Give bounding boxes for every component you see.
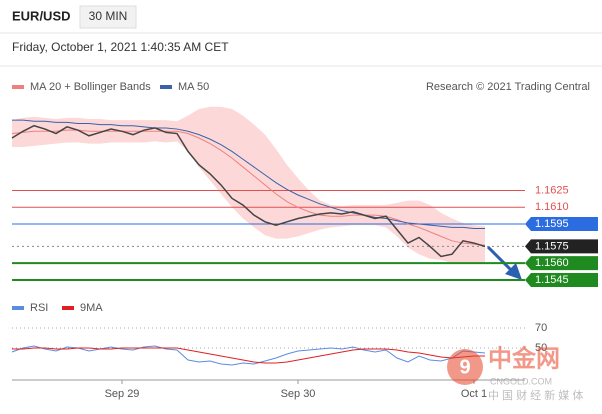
level-label: 1.1560 bbox=[535, 257, 569, 269]
datetime: Friday, October 1, 2021 1:40:35 AM CET bbox=[12, 40, 229, 54]
legend-swatch bbox=[62, 306, 74, 310]
watermark: 9 中金网 CNGOLD.COM 中 国 财 经 新 媒 体 bbox=[447, 344, 583, 402]
level-label: 1.1545 bbox=[535, 274, 569, 286]
bollinger-band bbox=[12, 106, 485, 265]
y-tick-label: 50 bbox=[535, 342, 547, 354]
credit: Research © 2021 Trading Central bbox=[426, 81, 590, 93]
level-tag bbox=[525, 239, 598, 254]
legend-label: RSI bbox=[30, 302, 48, 314]
price-line bbox=[11, 124, 486, 258]
x-tick-label: Sep 29 bbox=[105, 388, 140, 400]
level-label: 1.1610 bbox=[535, 201, 569, 213]
level-tag bbox=[525, 217, 598, 232]
legend-label: MA 50 bbox=[178, 81, 209, 93]
level-label: 1.1575 bbox=[535, 240, 569, 252]
watermark-tagline: 中 国 财 经 新 媒 体 bbox=[488, 388, 583, 402]
logo bbox=[447, 349, 483, 385]
series-line bbox=[12, 119, 485, 230]
forecast-arrowhead bbox=[505, 263, 522, 280]
level-tag bbox=[525, 256, 598, 271]
series-line bbox=[11, 345, 486, 366]
legend-swatch bbox=[160, 85, 172, 89]
forecast-arrow bbox=[486, 245, 514, 273]
legend-swatch bbox=[12, 85, 24, 89]
x-tick-label: Oct 1 bbox=[461, 388, 487, 400]
series-line bbox=[11, 129, 486, 246]
legend-label: MA 20 + Bollinger Bands bbox=[30, 81, 151, 93]
legend-label: 9MA bbox=[80, 302, 103, 314]
symbol: EUR/USD bbox=[12, 8, 71, 23]
level-tag bbox=[525, 272, 598, 287]
legend-swatch bbox=[12, 306, 24, 310]
watermark-site: CNGOLD.COM bbox=[490, 376, 552, 386]
series-line bbox=[12, 347, 485, 364]
level-label: 1.1595 bbox=[535, 218, 569, 230]
x-tick-label: Sep 30 bbox=[281, 388, 316, 400]
logo-mark: 9 bbox=[459, 356, 470, 378]
level-label: 1.1625 bbox=[535, 184, 569, 196]
interval: 30 MIN bbox=[89, 9, 128, 23]
y-tick-label: 70 bbox=[535, 322, 547, 334]
watermark-brand: 中金网 bbox=[488, 344, 560, 372]
interval-box bbox=[79, 5, 137, 29]
